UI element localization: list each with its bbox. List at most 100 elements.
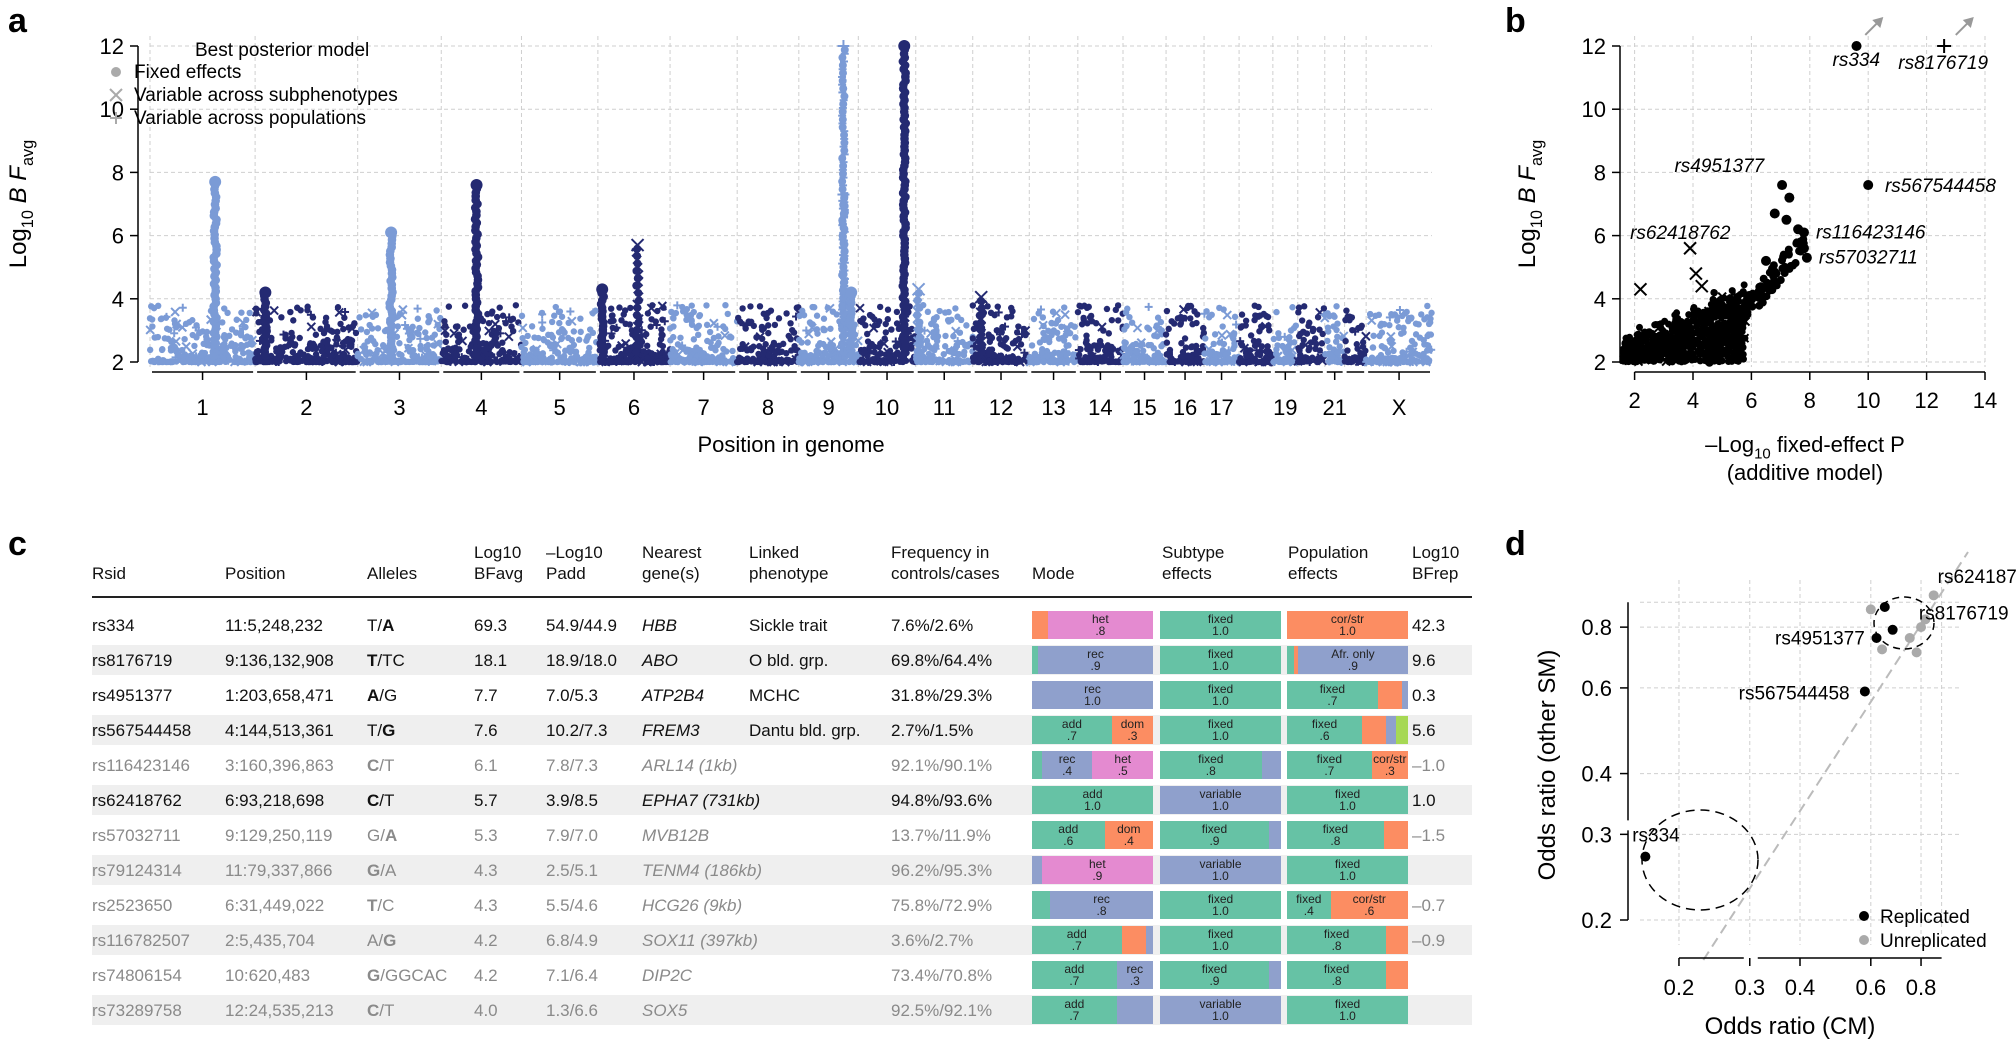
point <box>394 323 402 330</box>
point <box>409 358 416 365</box>
point <box>167 347 175 354</box>
x-tick-label: 4 <box>1687 388 1699 413</box>
point <box>1040 335 1047 343</box>
point <box>306 322 317 332</box>
point <box>166 326 173 333</box>
peak-top <box>596 283 609 296</box>
point <box>1076 302 1083 309</box>
point <box>620 311 627 318</box>
peak-4 <box>470 179 483 360</box>
point <box>914 358 921 366</box>
point <box>552 303 559 311</box>
point <box>347 323 357 334</box>
point <box>181 335 188 343</box>
point <box>608 312 616 319</box>
point <box>334 304 342 311</box>
point <box>969 302 977 309</box>
point <box>882 329 890 336</box>
y-tick-label: 4 <box>112 287 124 312</box>
point <box>309 345 316 352</box>
point <box>519 334 526 342</box>
point <box>1300 329 1307 336</box>
point <box>1408 337 1416 345</box>
point <box>814 358 821 366</box>
point <box>1013 329 1021 336</box>
point <box>1120 344 1128 352</box>
point <box>548 318 556 326</box>
point <box>1154 314 1162 321</box>
y-tick-label: 12 <box>100 34 124 59</box>
point <box>1231 313 1239 321</box>
legend-label: Variable across populations <box>134 108 366 129</box>
point <box>1401 310 1409 317</box>
point <box>425 353 432 360</box>
point <box>992 358 999 366</box>
point <box>1009 340 1017 347</box>
panel-letter-a: a <box>8 2 28 40</box>
point <box>1359 343 1367 350</box>
peak-3 <box>385 226 398 360</box>
point <box>719 358 726 366</box>
point <box>1083 332 1090 339</box>
point <box>492 357 500 365</box>
point <box>589 353 596 361</box>
point <box>735 354 743 361</box>
point <box>1017 341 1025 348</box>
point <box>693 356 703 367</box>
point <box>362 312 369 319</box>
point-cloud <box>1619 39 1952 367</box>
point <box>1095 356 1103 363</box>
point <box>947 348 955 355</box>
point <box>565 334 572 342</box>
chrom-label: 10 <box>875 395 899 420</box>
point <box>576 357 586 367</box>
point <box>728 358 735 365</box>
point <box>952 305 959 312</box>
point <box>931 356 939 363</box>
point <box>282 357 290 365</box>
point <box>1341 358 1349 365</box>
point <box>416 324 423 332</box>
point <box>173 346 180 354</box>
point <box>1220 340 1228 348</box>
point <box>1163 339 1171 346</box>
point <box>758 335 766 343</box>
point <box>295 358 303 365</box>
point <box>1139 347 1147 355</box>
point <box>487 351 495 358</box>
point <box>1739 343 1747 351</box>
point <box>222 336 229 343</box>
point <box>1187 315 1194 322</box>
point <box>334 307 344 318</box>
point <box>161 335 169 342</box>
point <box>779 357 786 364</box>
point <box>556 308 564 315</box>
point <box>700 358 708 365</box>
point <box>626 321 634 328</box>
point <box>800 311 808 319</box>
panel-letter-b: b <box>1505 2 1526 40</box>
point <box>740 342 750 352</box>
point <box>1114 302 1122 309</box>
point <box>1181 335 1189 342</box>
point <box>1238 311 1246 318</box>
point <box>1250 358 1257 365</box>
point <box>954 358 961 366</box>
point <box>329 328 336 335</box>
chrom-label: 4 <box>475 395 487 420</box>
point <box>577 315 584 322</box>
point <box>798 339 805 346</box>
point <box>783 310 790 317</box>
point <box>644 354 651 361</box>
point <box>312 331 320 338</box>
chrom-label: 11 <box>933 395 956 420</box>
point <box>1211 331 1219 338</box>
point <box>686 354 693 361</box>
point <box>1298 317 1306 324</box>
point <box>1177 321 1184 328</box>
point <box>988 333 995 341</box>
point <box>534 356 544 366</box>
point <box>169 358 176 366</box>
point <box>1219 323 1226 330</box>
y-tick-label: 12 <box>1582 34 1606 59</box>
